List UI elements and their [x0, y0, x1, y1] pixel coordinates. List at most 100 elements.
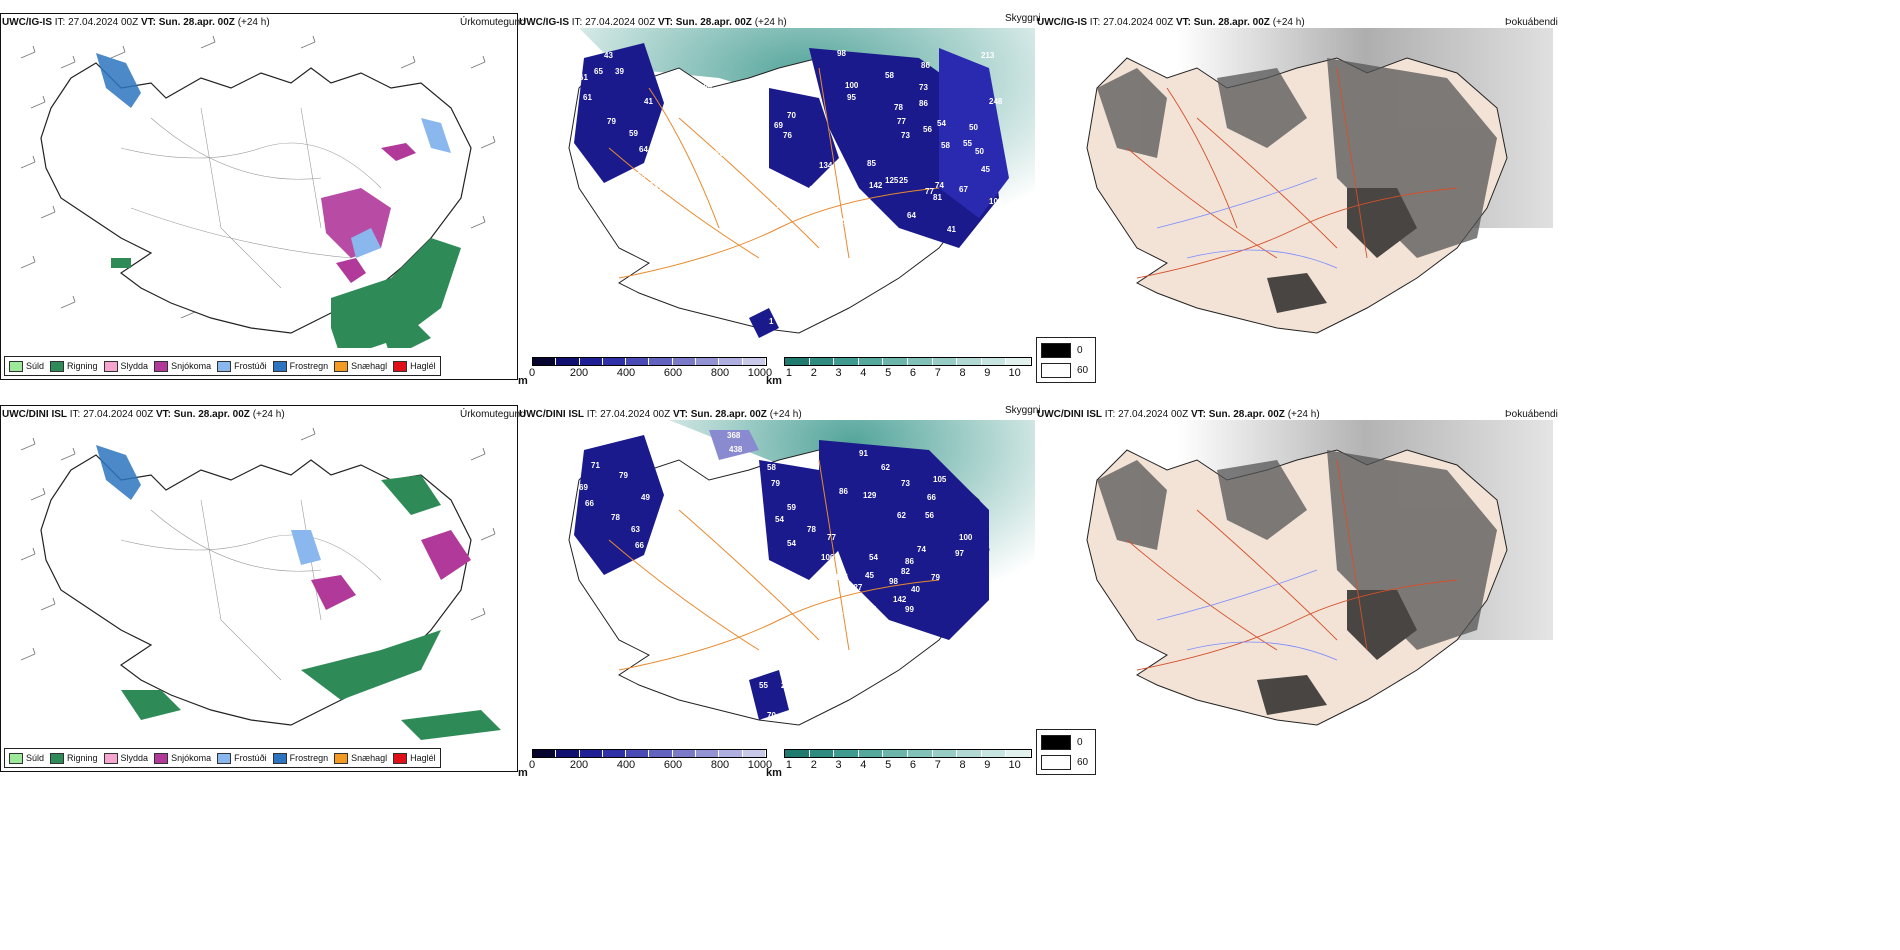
svg-text:257: 257 — [999, 601, 1013, 610]
fog-index-areas — [1097, 450, 1497, 715]
colorbar-tick: 800 — [710, 759, 730, 771]
svg-text:71: 71 — [649, 181, 658, 190]
svg-text:56: 56 — [923, 125, 932, 134]
svg-text:28: 28 — [781, 681, 790, 690]
svg-text:64: 64 — [907, 211, 916, 220]
svg-text:64: 64 — [639, 145, 648, 154]
colorbar-tick: 1000 — [747, 759, 773, 771]
svg-text:99: 99 — [905, 605, 914, 614]
fog-legend-item: 0 — [1041, 343, 1091, 358]
colorbar-tick: 4 — [860, 367, 867, 379]
svg-text:79: 79 — [771, 479, 780, 488]
svg-text:77: 77 — [925, 187, 934, 196]
colorbar-tick: 600 — [663, 759, 683, 771]
it-value: 27.04.2024 00Z — [68, 17, 139, 28]
lead-time: (+24 h) — [237, 17, 270, 28]
visibility-colorbar-row1: km 1 2 3 4 5 6 7 8 9 10 — [766, 357, 1032, 387]
svg-text:1: 1 — [769, 317, 774, 326]
svg-text:73: 73 — [919, 83, 928, 92]
svg-text:45: 45 — [981, 165, 990, 174]
colorbar-tick: 400 — [616, 367, 636, 379]
colorbar-cell — [672, 358, 697, 365]
colorbar-tick: 3 — [835, 367, 842, 379]
svg-text:86: 86 — [919, 99, 928, 108]
vt-value: Sun. 28.apr. 00Z — [158, 17, 235, 28]
fog-legend-item: 60 — [1041, 755, 1091, 770]
svg-text:54: 54 — [787, 539, 796, 548]
colorbar-cell — [533, 358, 557, 365]
colorbar-unit: km — [766, 375, 782, 387]
svg-text:49: 49 — [641, 493, 650, 502]
fog-label-row1: Þokuábendi — [1505, 17, 1558, 28]
svg-text:50: 50 — [969, 123, 978, 132]
svg-text:58: 58 — [941, 141, 950, 150]
svg-text:62: 62 — [721, 491, 730, 500]
svg-text:93: 93 — [623, 581, 632, 590]
svg-text:85: 85 — [797, 195, 806, 204]
model-name: UWC/IG-IS — [2, 17, 52, 28]
svg-text:126: 126 — [797, 585, 811, 594]
svg-text:79: 79 — [637, 171, 646, 180]
svg-text:125: 125 — [885, 176, 899, 185]
svg-text:72: 72 — [595, 581, 604, 590]
svg-text:59: 59 — [787, 503, 796, 512]
colorbar-tick: 6 — [909, 759, 917, 771]
svg-text:41: 41 — [947, 225, 956, 234]
svg-text:77: 77 — [827, 533, 836, 542]
svg-text:123: 123 — [841, 191, 855, 200]
svg-text:100: 100 — [601, 187, 615, 196]
svg-text:175: 175 — [863, 605, 877, 614]
colorbar-tick: 1000 — [747, 367, 773, 379]
precip-areas — [96, 445, 501, 740]
svg-text:50: 50 — [975, 147, 984, 156]
svg-text:54: 54 — [775, 515, 784, 524]
colorbar-tick: 10 — [1008, 759, 1021, 771]
colorbar-tick: 5 — [885, 759, 892, 771]
svg-text:248: 248 — [989, 97, 1003, 106]
roads — [608, 459, 940, 671]
svg-text:79: 79 — [607, 117, 616, 126]
svg-text:79: 79 — [619, 471, 628, 480]
svg-text:105: 105 — [933, 475, 947, 484]
legend-item: Frostregn — [272, 752, 328, 764]
vt-label: VT: — [140, 17, 156, 28]
svg-text:39: 39 — [615, 67, 624, 76]
it-label: IT: — [54, 17, 66, 28]
colorbar-cells — [784, 357, 1032, 366]
svg-text:74: 74 — [935, 181, 944, 190]
svg-text:116: 116 — [835, 607, 848, 616]
svg-text:63: 63 — [631, 525, 640, 534]
visibility-label-row1: Skyggni — [1005, 13, 1041, 24]
cloud-map-row2: 71 79 69 66 78 63 66 49 118 61 93 72 368… — [568, 420, 1035, 726]
cloud-map-row1: 43 65 39 61 61 41 79 59 64 79 71 100 143… — [568, 28, 1035, 338]
colorbar-tick: 5 — [885, 367, 892, 379]
svg-text:67: 67 — [959, 185, 968, 194]
colorbar-tick: 10 — [1008, 367, 1021, 379]
roads — [1126, 67, 1458, 279]
precip-panel-row1 — [0, 13, 518, 380]
svg-text:55: 55 — [759, 681, 768, 690]
colorbar-cell — [742, 358, 766, 365]
svg-text:100: 100 — [845, 81, 859, 90]
svg-text:210: 210 — [809, 185, 823, 194]
colorbar-tick: 400 — [616, 759, 636, 771]
svg-text:78: 78 — [807, 525, 816, 534]
cloud-base-colorbar-row1: m 0 200 400 600 800 1000 — [518, 357, 772, 387]
svg-text:76: 76 — [783, 131, 792, 140]
svg-text:112: 112 — [831, 217, 844, 226]
svg-text:82: 82 — [901, 567, 910, 576]
legend-item: Snæhagl — [334, 752, 387, 764]
roads — [1126, 459, 1458, 671]
svg-text:86: 86 — [839, 487, 848, 496]
precip-title-row2: UWC/DINI ISL IT: 27.04.2024 00Z VT: Sun.… — [2, 409, 285, 420]
legend-item: Snjókoma — [154, 360, 211, 372]
fog-legend-item: 60 — [1041, 363, 1091, 378]
svg-text:72: 72 — [773, 585, 782, 594]
fog-label-row2: Þokuábendi — [1505, 409, 1558, 420]
colorbar-unit: m — [518, 375, 528, 387]
colorbar-tick: 9 — [984, 759, 991, 771]
svg-text:70: 70 — [787, 111, 796, 120]
visibility-colorbar-row2: km 1 2 3 4 5 6 7 8 9 10 — [766, 749, 1032, 779]
legend-item: Frostúði — [217, 360, 267, 372]
svg-text:224: 224 — [699, 83, 713, 92]
